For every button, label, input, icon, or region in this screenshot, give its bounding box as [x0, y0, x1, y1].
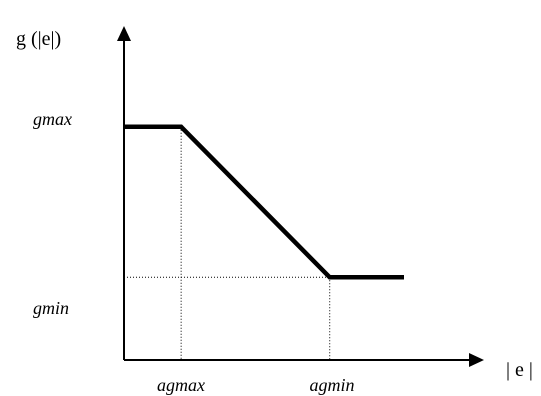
y-axis-arrow-icon [117, 26, 131, 41]
y-tick-label-gmax: gmax [33, 109, 72, 129]
x-axis-title: | e | [506, 359, 533, 381]
y-axis-title: g (|e|) [16, 28, 61, 50]
x-tick-label-agmax: agmax [157, 375, 205, 395]
y-tick-label-gmin: gmin [33, 298, 69, 318]
x-tick-label-agmin: agmin [310, 375, 355, 395]
series-line [124, 124, 404, 280]
x-axis-arrow-icon [469, 353, 484, 367]
